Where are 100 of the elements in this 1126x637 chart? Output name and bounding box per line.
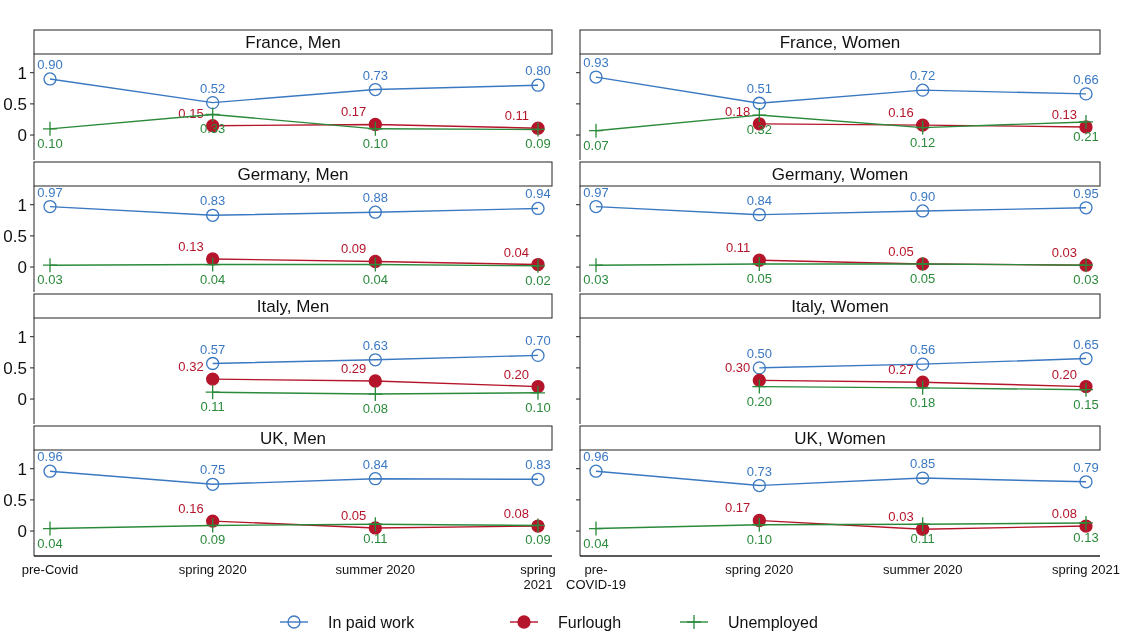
- data-label: 0.08: [1051, 506, 1077, 522]
- point: [206, 95, 220, 110]
- point: [916, 471, 930, 485]
- point: [368, 353, 382, 367]
- point: [916, 357, 930, 371]
- legend-label: Unemployed: [728, 614, 818, 631]
- point: [368, 205, 382, 219]
- point: [206, 356, 220, 371]
- data-label: 0.56: [910, 342, 936, 358]
- point: [531, 472, 545, 486]
- y-tick-label: 0.5: [3, 490, 27, 510]
- point: [530, 385, 546, 401]
- data-label: 0.09: [525, 532, 551, 548]
- data-label: 0.63: [362, 337, 388, 353]
- point: [1079, 87, 1093, 101]
- point: [916, 204, 930, 218]
- data-label: 0.97: [37, 184, 63, 200]
- data-label: 0.13: [178, 238, 204, 254]
- point: [1078, 382, 1094, 398]
- data-label: 0.73: [362, 67, 388, 83]
- data-label: 0.97: [583, 184, 609, 200]
- data-label: 0.32: [178, 359, 204, 375]
- chart-title: UK, Men: [259, 429, 327, 448]
- data-label: 0.04: [362, 271, 388, 287]
- legend-label: Furlough: [558, 614, 622, 631]
- y-tick-label: 0.5: [3, 358, 27, 378]
- y-tick-label: 1: [17, 63, 27, 83]
- data-label: 0.11: [725, 240, 751, 256]
- data-label: 0.27: [888, 362, 914, 378]
- legend-label: In paid work: [328, 614, 416, 631]
- data-label: 0.80: [525, 63, 551, 79]
- data-label: 0.90: [910, 188, 936, 204]
- data-label: 0.09: [341, 241, 367, 257]
- data-label: 0.11: [200, 399, 225, 415]
- point: [589, 70, 603, 84]
- data-label: 0.29: [341, 360, 367, 376]
- data-label: 0.84: [746, 192, 772, 208]
- point: [206, 208, 220, 222]
- data-label: 0.83: [525, 457, 551, 473]
- x-tick-label: spring 2020: [725, 562, 794, 577]
- data-label: 0.13: [1073, 529, 1099, 545]
- x-tick-label: summer 2020: [882, 562, 963, 577]
- y-tick-label: 1: [17, 327, 27, 347]
- data-label: 0.17: [725, 500, 751, 516]
- data-label: 0.30: [725, 360, 751, 376]
- data-label: 0.03: [1051, 245, 1077, 261]
- data-label: 0.51: [746, 81, 772, 97]
- data-label: 0.18: [910, 394, 936, 410]
- y-tick-label: 0: [17, 522, 27, 542]
- data-label: 0.03: [583, 272, 609, 288]
- point: [206, 372, 220, 386]
- point: [368, 82, 382, 97]
- point: [205, 384, 221, 400]
- data-label: 0.05: [910, 270, 936, 286]
- data-label: 0.84: [362, 456, 388, 472]
- point: [589, 464, 603, 478]
- point: [531, 78, 545, 92]
- x-tick-label: spring 2020: [178, 562, 247, 577]
- y-tick-label: 0: [17, 258, 27, 278]
- point: [531, 348, 545, 363]
- data-label: 0.10: [525, 399, 551, 415]
- point: [205, 256, 221, 273]
- point: [206, 477, 220, 491]
- data-label: 0.57: [200, 341, 226, 357]
- data-label: 0.13: [1051, 106, 1077, 122]
- point: [751, 378, 767, 395]
- point: [752, 361, 766, 375]
- point: [367, 256, 383, 273]
- data-label: 0.02: [525, 272, 551, 288]
- data-label: 0.17: [341, 104, 367, 120]
- point: [368, 472, 382, 486]
- data-label: 0.05: [341, 507, 367, 523]
- point: [588, 520, 604, 537]
- data-label: 0.16: [178, 501, 204, 517]
- y-tick-label: 0.5: [3, 94, 27, 114]
- data-label: 0.88: [362, 190, 388, 206]
- point: [752, 478, 766, 493]
- point: [751, 107, 767, 123]
- data-label: 0.07: [583, 137, 609, 153]
- x-tick-label: pre-Covid: [21, 562, 79, 577]
- data-label: 0.05: [888, 243, 914, 259]
- data-label: 0.70: [525, 333, 551, 349]
- point: [42, 121, 58, 137]
- data-label: 0.10: [37, 135, 63, 151]
- data-label: 0.11: [363, 531, 388, 547]
- data-label: 0.95: [1073, 185, 1099, 201]
- chart-title: Italy, Men: [256, 297, 330, 316]
- data-label: 0.03: [888, 509, 914, 525]
- data-label: 0.96: [583, 449, 609, 465]
- point: [588, 123, 604, 139]
- data-label: 0.65: [1073, 336, 1099, 352]
- data-label: 0.33: [200, 121, 226, 137]
- point: [42, 520, 58, 537]
- data-label: 0.72: [910, 68, 936, 84]
- point: [531, 201, 545, 216]
- data-label: 0.18: [725, 103, 751, 119]
- point: [752, 208, 766, 222]
- data-label: 0.08: [503, 506, 529, 522]
- point: [43, 199, 57, 214]
- y-tick-label: 1: [17, 459, 27, 479]
